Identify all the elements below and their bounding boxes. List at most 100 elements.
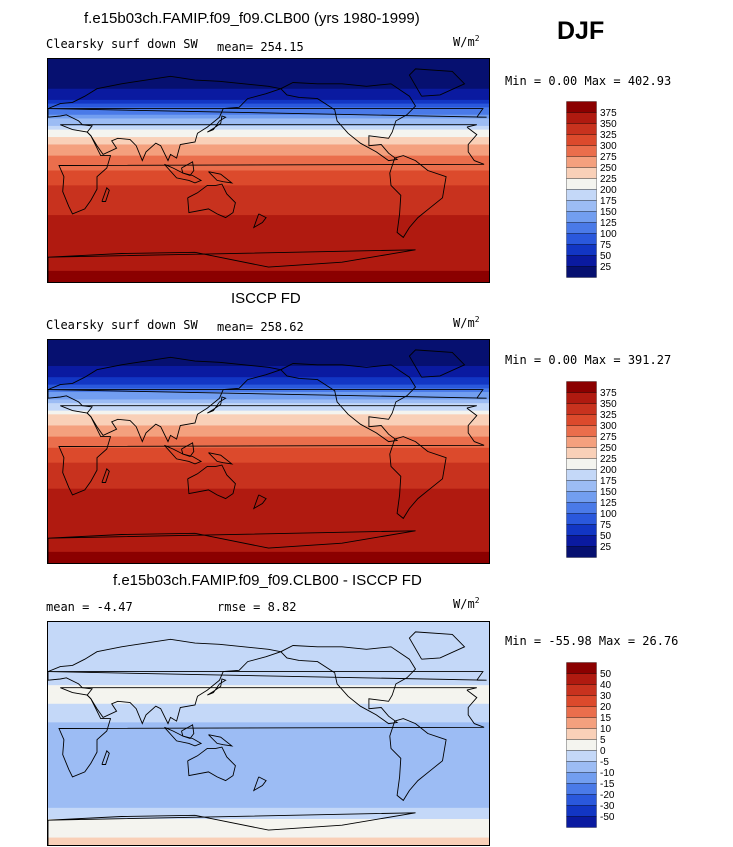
heat-band <box>48 811 489 816</box>
heat-band <box>48 458 489 464</box>
heat-band <box>48 655 489 660</box>
heat-band <box>48 636 489 642</box>
coastline <box>48 356 283 443</box>
colorbar-tick-label: 325 <box>600 410 617 421</box>
coastline <box>187 464 236 500</box>
heat-band <box>48 711 489 716</box>
heat-band <box>48 559 489 563</box>
colorbar-swatch <box>566 816 597 828</box>
coastline <box>48 812 416 845</box>
coastline <box>48 249 416 282</box>
heat-band <box>48 137 489 142</box>
heat-band <box>48 633 489 638</box>
panel-3-rmse: rmse = 8.82 <box>217 600 297 614</box>
heat-band <box>48 470 489 475</box>
panel-1-map-svg <box>48 59 489 282</box>
heat-band <box>48 181 489 186</box>
heat-band <box>48 129 489 134</box>
colorbar-swatch <box>566 200 597 212</box>
heat-band <box>48 174 489 179</box>
colorbar-tick-label: 15 <box>600 713 612 724</box>
colorbar-tick-label: 10 <box>600 724 612 735</box>
coastline <box>164 726 203 747</box>
colorbar-swatch <box>566 222 597 234</box>
heat-band <box>48 203 489 209</box>
heat-band <box>48 640 489 645</box>
colorbar-swatch <box>566 480 597 492</box>
coastline <box>48 671 487 681</box>
heat-band <box>48 770 489 775</box>
heat-band <box>48 666 489 671</box>
coastline <box>280 82 417 162</box>
panel-3-map-svg <box>48 622 489 845</box>
heat-band <box>48 714 489 720</box>
heat-band <box>48 233 489 238</box>
panel-2-colorbar: 375 350 325 300 275 250 225 200 175 150 125 100 75 50… <box>566 381 676 566</box>
colorbar-tick-label: 75 <box>600 240 612 251</box>
heat-band <box>48 481 489 486</box>
heat-band <box>48 133 489 138</box>
colorbar-swatch <box>566 662 597 674</box>
coastline <box>164 163 203 184</box>
heat-band <box>48 789 489 794</box>
colorbar-tick-label: 50 <box>600 531 612 542</box>
coastline <box>252 494 267 510</box>
heat-band <box>48 366 489 371</box>
colorbar-swatch <box>566 145 597 157</box>
heat-band <box>48 529 489 534</box>
heat-band <box>48 662 489 668</box>
colorbar-swatch <box>566 750 597 762</box>
heat-band <box>48 229 489 235</box>
panel-3-units: W/m2 <box>453 596 480 611</box>
heat-band <box>48 244 489 250</box>
heat-band <box>48 388 489 393</box>
coastline <box>207 678 227 696</box>
colorbar-swatch <box>566 101 597 113</box>
heat-band <box>48 681 489 686</box>
colorbar-tick-label: 40 <box>600 680 612 691</box>
colorbar-tick-label: 50 <box>600 669 612 680</box>
heat-band <box>48 418 489 423</box>
heat-band <box>48 267 489 272</box>
heat-band <box>48 774 489 779</box>
colorbar-swatch <box>566 673 597 685</box>
heat-band <box>48 148 489 153</box>
coastline <box>208 734 234 747</box>
colorbar-swatch <box>566 211 597 223</box>
colorbar-swatch <box>566 502 597 514</box>
colorbar-swatch <box>566 458 597 470</box>
heat-band <box>48 211 489 216</box>
colorbar-swatch <box>566 447 597 459</box>
colorbar-tick-label: 175 <box>600 196 617 207</box>
coastline <box>164 444 203 465</box>
heat-band <box>48 369 489 375</box>
heat-band <box>48 722 489 727</box>
coastline <box>48 108 487 118</box>
heat-band <box>48 377 489 382</box>
coastline <box>48 75 283 162</box>
colorbar-tick-label: 350 <box>600 399 617 410</box>
coastline <box>101 467 110 483</box>
heat-band <box>48 92 489 97</box>
heat-band <box>48 800 489 805</box>
colorbar-swatch <box>566 805 597 817</box>
colorbar-tick-label: 0 <box>600 746 606 757</box>
colorbar-swatch <box>566 381 597 393</box>
colorbar-swatch <box>566 761 597 773</box>
heat-band <box>48 347 489 352</box>
heat-band <box>48 215 489 220</box>
coastline <box>408 631 466 660</box>
heat-band <box>48 781 489 787</box>
coastline <box>181 724 195 740</box>
heat-band <box>48 73 489 79</box>
heat-band <box>48 484 489 490</box>
colorbar-tick-label: 300 <box>600 421 617 432</box>
heat-band <box>48 837 489 842</box>
colorbar-tick-label: 125 <box>600 498 617 509</box>
colorbar-tick-label: 300 <box>600 141 617 152</box>
heat-band <box>48 729 489 735</box>
panel-1-units: W/m2 <box>453 34 480 49</box>
coastline <box>280 363 417 443</box>
colorbar-tick-label: 250 <box>600 163 617 174</box>
